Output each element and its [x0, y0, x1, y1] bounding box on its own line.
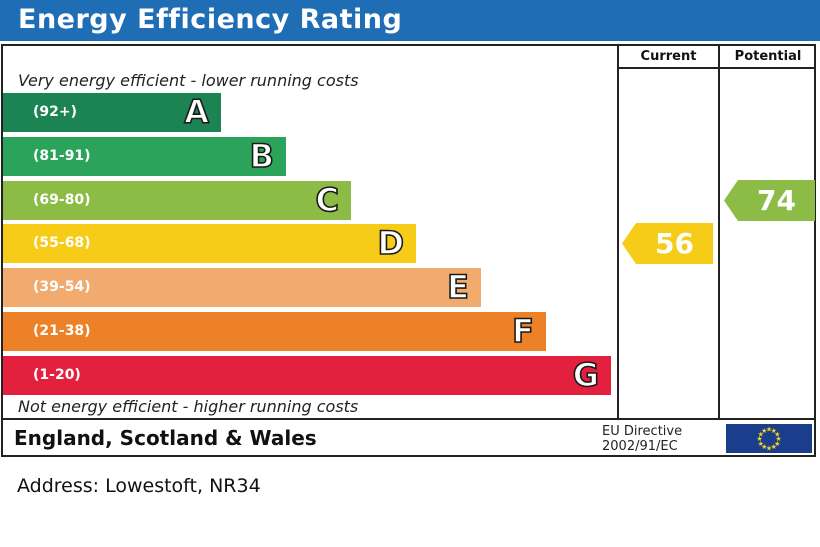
band-letter: A [183, 92, 209, 132]
divider-current-left [617, 44, 619, 419]
eu-star-icon: ★ [775, 435, 781, 443]
column-header-potential: Potential [734, 49, 802, 64]
band-letter: F [511, 311, 534, 351]
eu-star-icon: ★ [756, 435, 762, 443]
eu-directive-text: EU Directive 2002/91/EC [602, 424, 682, 454]
band-f: (21-38) F [3, 311, 546, 351]
eu-star-icon: ★ [774, 430, 780, 438]
page-title: Energy Efficiency Rating [18, 4, 403, 35]
band-range-label: (39-54) [33, 279, 91, 296]
eu-star-icon: ★ [771, 443, 777, 451]
caption-top: Very energy efficient - lower running co… [18, 71, 359, 90]
current-rating-indicator: 56 [622, 223, 713, 265]
eu-star-icon: ★ [774, 440, 780, 448]
eu-star-icon: ★ [758, 430, 764, 438]
header-bar: Energy Efficiency Rating [0, 0, 820, 41]
band-letter: C [315, 180, 340, 220]
eu-directive-line1: EU Directive [602, 424, 683, 439]
eu-flag-icon: ★ ★ ★ ★ ★ ★ ★ ★ ★ ★ ★ ★ [726, 424, 812, 453]
eu-star-icon: ★ [761, 443, 767, 451]
band-e: (39-54) E [3, 267, 481, 308]
band-range-label: (1-20) [33, 366, 81, 383]
band-range-label: (92+) [33, 104, 78, 120]
potential-rating-arrow [724, 179, 815, 221]
eu-star-icon: ★ [758, 440, 764, 448]
caption-bottom: Not energy efficient - higher running co… [18, 397, 359, 416]
band-letter: B [249, 136, 275, 176]
band-range-label: (81-91) [33, 147, 91, 164]
band-d: (55-68) D [3, 224, 416, 264]
divider-header-row [617, 67, 816, 69]
current-rating-value: 56 [655, 227, 694, 261]
divider-footer-row [1, 418, 816, 420]
band-a: (92+) A [3, 92, 221, 132]
current-rating-arrow [622, 223, 713, 265]
eu-star-icon: ★ [761, 427, 767, 435]
band-letter: E [446, 267, 469, 307]
band-c: (69-80) C [3, 180, 351, 220]
potential-rating-indicator: 74 [724, 179, 815, 221]
eu-star-icon: ★ [771, 427, 777, 435]
eu-directive-line2: 2002/91/EC [602, 439, 678, 454]
address-text: Address: Lowestoft, NR34 [17, 475, 261, 497]
band-range-label: (69-80) [33, 191, 91, 208]
eu-star-icon: ★ [766, 426, 772, 434]
band-letter: G [572, 355, 600, 395]
band-range-label: (55-68) [33, 235, 91, 252]
band-b: (81-91) B [3, 136, 286, 176]
eu-star-icon: ★ [766, 445, 772, 453]
potential-rating-value: 74 [757, 183, 796, 217]
column-header-current: Current [640, 49, 697, 64]
rating-chart-frame [1, 44, 816, 457]
band-range-label: (21-38) [33, 323, 91, 339]
band-letter: D [377, 224, 405, 264]
footer-region: England, Scotland & Wales [14, 426, 317, 450]
band-g: (1-20) G [3, 355, 611, 395]
divider-current-right [718, 44, 720, 419]
